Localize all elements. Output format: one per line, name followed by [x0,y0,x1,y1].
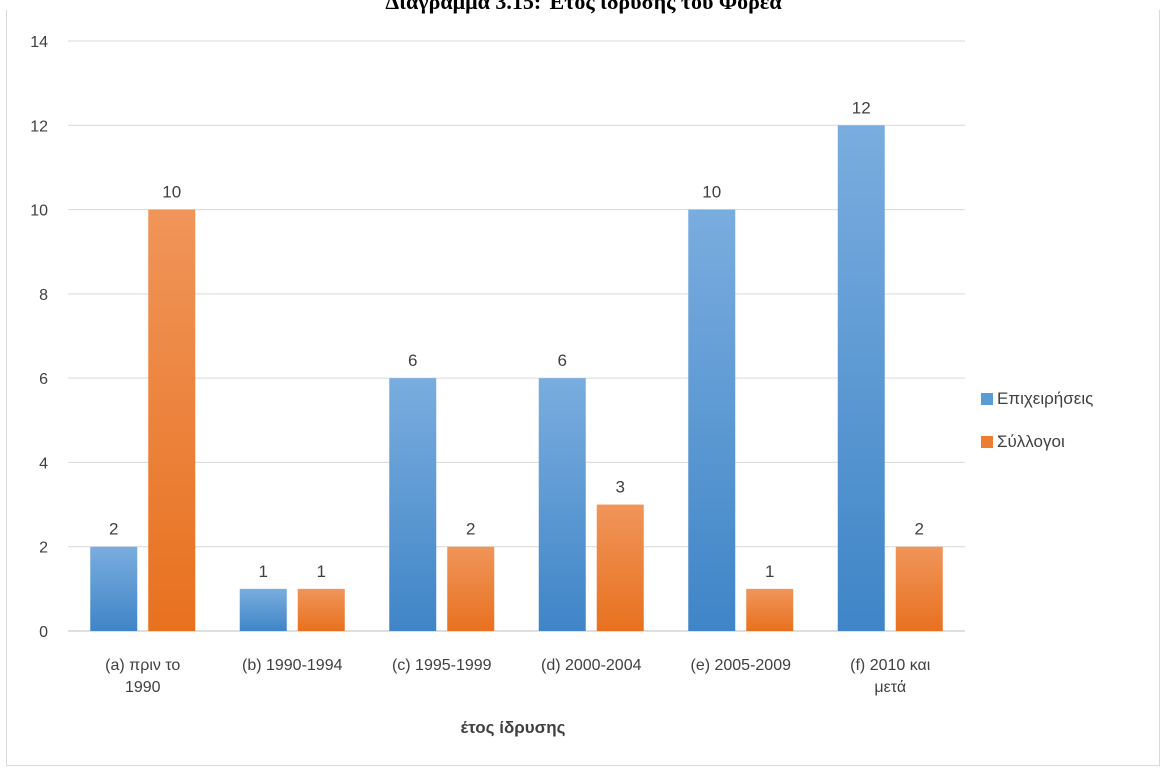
data-label: 12 [852,98,871,117]
bar [389,378,437,631]
y-tick-label: 14 [30,34,48,51]
legend: Επιχειρήσεις Σύλλογοι [981,389,1093,451]
y-tick-label: 12 [30,118,48,135]
y-tick-label: 2 [39,540,48,557]
x-axis-title: έτος ίδρυσης [460,718,565,737]
gridlines [68,40,965,632]
legend-swatch [981,436,993,448]
x-axis-categories: (a) πριν το 1990 (b) 1990-1994 (c) 1995-199… [105,657,931,696]
legend-swatch [981,393,993,405]
data-label: 10 [702,183,721,202]
bar [895,546,943,631]
x-tick-label: (b) 1990-1994 [242,657,343,674]
bar [688,209,736,632]
y-tick-label: 4 [39,455,48,472]
data-label: 2 [915,520,924,539]
chart-title: Διάγραμμα 3.15: Έτος ίδρυσης του Φορέα [385,0,782,14]
data-label: 6 [558,351,567,370]
bar [596,504,644,631]
x-tick-label: (c) 1995-1999 [392,657,492,674]
bar [538,378,586,631]
data-label: 3 [616,478,625,497]
y-tick-label: 6 [39,371,48,388]
x-tick-label: μετά [874,679,906,696]
y-axis-ticks: 0 2 4 6 8 10 12 14 [30,34,48,641]
data-label: 10 [162,183,181,202]
legend-label: Σύλλογοι [997,432,1065,451]
y-tick-label: 8 [39,287,48,304]
bar [837,125,885,632]
y-tick-label: 10 [30,203,48,220]
bar [746,588,794,631]
bar [239,588,287,631]
data-label: 1 [317,562,326,581]
data-label: 1 [765,562,774,581]
bar [148,209,196,632]
bar [297,588,345,631]
bar [447,546,495,631]
data-label: 2 [466,520,475,539]
x-tick-label: (d) 2000-2004 [541,657,642,674]
y-tick-label: 0 [39,624,48,641]
data-label: 6 [408,351,417,370]
bars [90,125,943,632]
data-labels: 2 10 1 1 6 2 6 3 10 1 12 2 [109,98,924,581]
x-tick-label: (f) 2010 και [850,657,931,674]
bar [90,546,138,631]
data-label: 2 [109,520,118,539]
x-tick-label: 1990 [125,679,161,696]
x-tick-label: (a) πριν το [105,657,180,674]
data-label: 1 [259,562,268,581]
x-tick-label: (e) 2005-2009 [690,657,791,674]
legend-label: Επιχειρήσεις [997,389,1093,408]
